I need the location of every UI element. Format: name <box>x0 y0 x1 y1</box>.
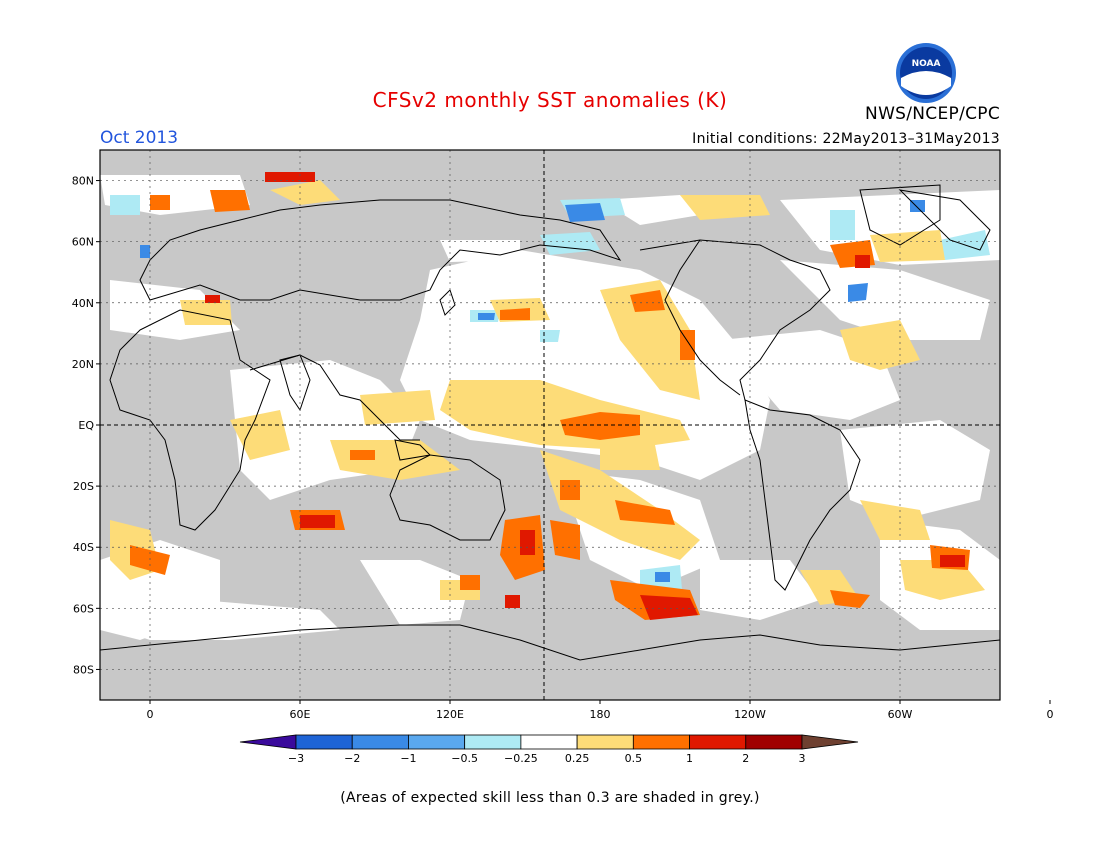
legend-swatch <box>464 734 522 750</box>
lon-label: 0 <box>147 708 154 721</box>
map-title: CFSv2 monthly SST anomalies (K) <box>372 88 728 112</box>
legend-swatch <box>632 734 690 750</box>
lon-label: 60E <box>290 708 311 721</box>
legend-tick-label: 0.5 <box>625 752 643 765</box>
lon-label: 60W <box>888 708 913 721</box>
legend-tick-label: 0.25 <box>565 752 590 765</box>
lat-label: 60N <box>72 236 94 249</box>
lat-label: 40N <box>72 297 94 310</box>
legend-tick-label: 3 <box>799 752 806 765</box>
legend-swatch <box>408 734 466 750</box>
lat-label: 80S <box>73 663 94 676</box>
lon-label: 120W <box>734 708 766 721</box>
legend-tick-label: 1 <box>686 752 693 765</box>
cold-anomaly-blue <box>140 200 925 582</box>
lon-label: 120E <box>436 708 464 721</box>
coastlines <box>100 184 1000 661</box>
lat-label: EQ <box>78 419 94 432</box>
lon-label: 0 <box>1047 708 1054 721</box>
legend-swatch <box>351 734 409 750</box>
legend-arrow-low <box>239 734 297 750</box>
legend-swatch <box>520 734 578 750</box>
legend-swatch <box>745 734 803 750</box>
lat-label: 20S <box>73 480 94 493</box>
longitude-labels: 0 60E 120E 180 120W 60W 0 <box>147 700 1054 721</box>
lat-label: 80N <box>72 175 94 188</box>
lat-label: 40S <box>73 541 94 554</box>
forecast-period: Oct 2013 <box>100 128 179 148</box>
graticule <box>100 150 1000 700</box>
legend-tick-label: −2 <box>344 752 360 765</box>
legend-tick-label: 2 <box>742 752 749 765</box>
legend-tick-label: −3 <box>288 752 304 765</box>
noaa-logo: NOAA <box>896 43 956 103</box>
initial-conditions: Initial conditions: 22May2013–31May2013 <box>692 131 1000 147</box>
skill-footnote: (Areas of expected skill less than 0.3 a… <box>340 790 760 806</box>
legend-tick-label: −0.5 <box>451 752 478 765</box>
lat-label: 60S <box>73 602 94 615</box>
legend-arrow-high <box>801 734 859 750</box>
lon-label: 180 <box>590 708 611 721</box>
color-legend: −3 −2 −1 −0.5 −0.25 0.25 0.5 1 2 3 <box>239 734 859 765</box>
legend-tick-label: −0.25 <box>504 752 538 765</box>
legend-swatch <box>295 734 353 750</box>
latitude-labels: 80N 60N 40N 20N EQ 20S 40S 60S 80S <box>72 175 100 676</box>
warm-anomaly-red <box>205 172 965 620</box>
legend-swatch <box>576 734 634 750</box>
logo-text: NOAA <box>912 59 941 69</box>
legend-tick-label: −1 <box>400 752 416 765</box>
lat-label: 20N <box>72 358 94 371</box>
legend-swatch <box>689 734 747 750</box>
agency-label: NWS/NCEP/CPC <box>865 104 1000 124</box>
